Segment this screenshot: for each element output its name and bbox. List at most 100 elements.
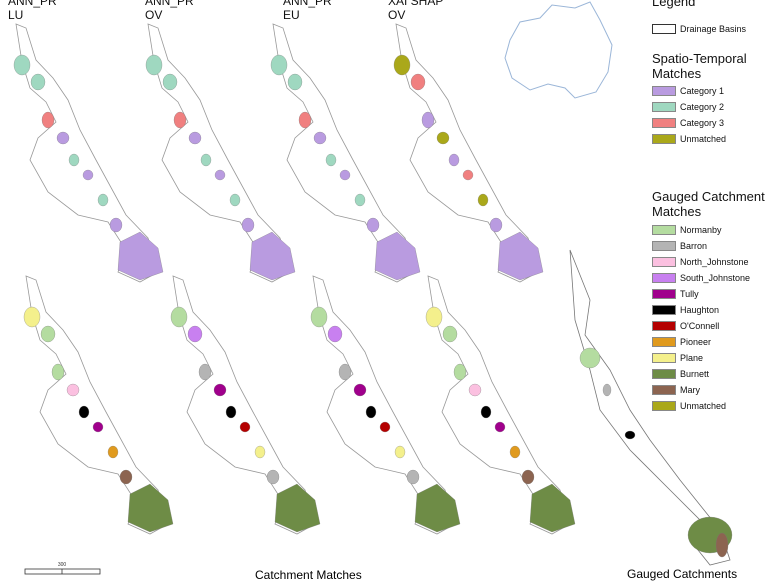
basin-patch [145, 54, 163, 76]
basin-patch [442, 325, 458, 343]
legend-item: Category 1 [652, 83, 768, 99]
caption: Gauged Catchments [627, 567, 738, 581]
basin-patch [715, 532, 729, 558]
basin-patch [270, 54, 288, 76]
basin-patch [489, 217, 503, 233]
legend-label: Drainage Basins [680, 24, 747, 34]
legend-heading: Spatio-Temporal Matches [652, 51, 747, 81]
legend-label: Plane [680, 353, 704, 363]
basin-patch [462, 169, 474, 181]
panel-label-line: XAI SHAP [388, 0, 444, 8]
basin-patch [624, 430, 636, 440]
panel-label: ANN_PR LU [8, 0, 57, 22]
panel-label: ANN_PR OV [145, 0, 194, 22]
catchment-map [13, 23, 164, 283]
basin-patch [410, 73, 426, 91]
basin-patch [117, 231, 164, 281]
legend-item: Pioneer [652, 334, 768, 350]
basin-patch [187, 325, 203, 343]
basin-patch [468, 383, 482, 397]
catchment-map [170, 275, 321, 535]
legend-group: Category 1 Category 2 Category 3 Unmatched [652, 83, 768, 147]
legend-item: Burnett [652, 366, 768, 382]
drainage-basins [172, 275, 316, 535]
legend-swatch [652, 257, 676, 267]
legend-item: Haughton [652, 302, 768, 318]
basin-patch [374, 231, 421, 281]
legend-swatch [652, 369, 676, 379]
drainage-basins [147, 23, 291, 283]
legend-title: Legend [652, 0, 696, 9]
basin-patch [354, 193, 366, 207]
basin-patch [298, 111, 312, 129]
australia-inset [504, 1, 613, 99]
legend-item: Mary [652, 382, 768, 398]
basin-patch [453, 363, 467, 381]
panel-label-line: ANN_PR [145, 0, 194, 8]
legend-swatch [652, 289, 676, 299]
legend-label: South_Johnstone [680, 273, 751, 283]
legend-swatch [652, 118, 676, 128]
basin-patch [414, 483, 461, 533]
catchment-map [425, 275, 576, 535]
panel-label-line: OV [388, 8, 406, 22]
legend-item: Plane [652, 350, 768, 366]
legend-swatch [652, 134, 676, 144]
legend-swatch [652, 321, 676, 331]
catchment-map [270, 23, 421, 283]
basin-patch [448, 153, 460, 167]
basin-patch [353, 383, 367, 397]
legend-item: Barron [652, 238, 768, 254]
basin-patch [225, 405, 237, 419]
basin-patch [494, 421, 506, 433]
drainage-basins [312, 275, 456, 535]
basin-patch [379, 421, 391, 433]
legend-swatch [652, 241, 676, 251]
caption: Catchment Matches [255, 568, 362, 582]
legend-item: O'Connell [652, 318, 768, 334]
panel-label-line: OV [145, 8, 163, 22]
basin-patch [30, 73, 46, 91]
legend-swatch [652, 401, 676, 411]
legend-group: Normanby Barron North_Johnstone South_Johns… [652, 222, 768, 414]
basin-patch [254, 445, 266, 459]
basin-patch [266, 469, 280, 485]
legend-label: Category 1 [680, 86, 725, 96]
basin-patch [162, 73, 178, 91]
legend-swatch [652, 102, 676, 112]
basin-patch [200, 153, 212, 167]
drainage-basins [395, 23, 539, 283]
legend-item: Unmatched [652, 398, 768, 414]
legend-swatch [652, 273, 676, 283]
basin-patch [97, 193, 109, 207]
basin-patch [421, 111, 435, 129]
basin-patch [477, 193, 489, 207]
legend-swatch [652, 225, 676, 235]
basin-patch [287, 73, 303, 91]
basin-patch [521, 469, 535, 485]
basin-patch [313, 131, 327, 145]
basin-patch [51, 363, 65, 381]
catchment-maps [13, 23, 733, 566]
basin-patch [119, 469, 133, 485]
legend-label: Mary [680, 385, 700, 395]
catchment-map [310, 275, 461, 535]
basin-patch [480, 405, 492, 419]
basin-patch [241, 217, 255, 233]
gauged-catchment-map [569, 249, 733, 566]
legend-label: Burnett [680, 369, 710, 379]
legend-swatch [652, 385, 676, 395]
panel-label-line: ANN_PR [283, 0, 332, 8]
basin-patch [497, 231, 544, 281]
basin-patch [327, 325, 343, 343]
legend-item: Tully [652, 286, 768, 302]
basin-patch [214, 169, 226, 181]
legend-item: South_Johnstone [652, 270, 768, 286]
legend: Legend Drainage Basins Spatio-Temporal M… [652, 0, 768, 414]
basin-patch [13, 54, 31, 76]
basin-patch [338, 363, 352, 381]
basin-patch [82, 169, 94, 181]
legend-swatch [652, 353, 676, 363]
legend-label: Haughton [680, 305, 720, 315]
